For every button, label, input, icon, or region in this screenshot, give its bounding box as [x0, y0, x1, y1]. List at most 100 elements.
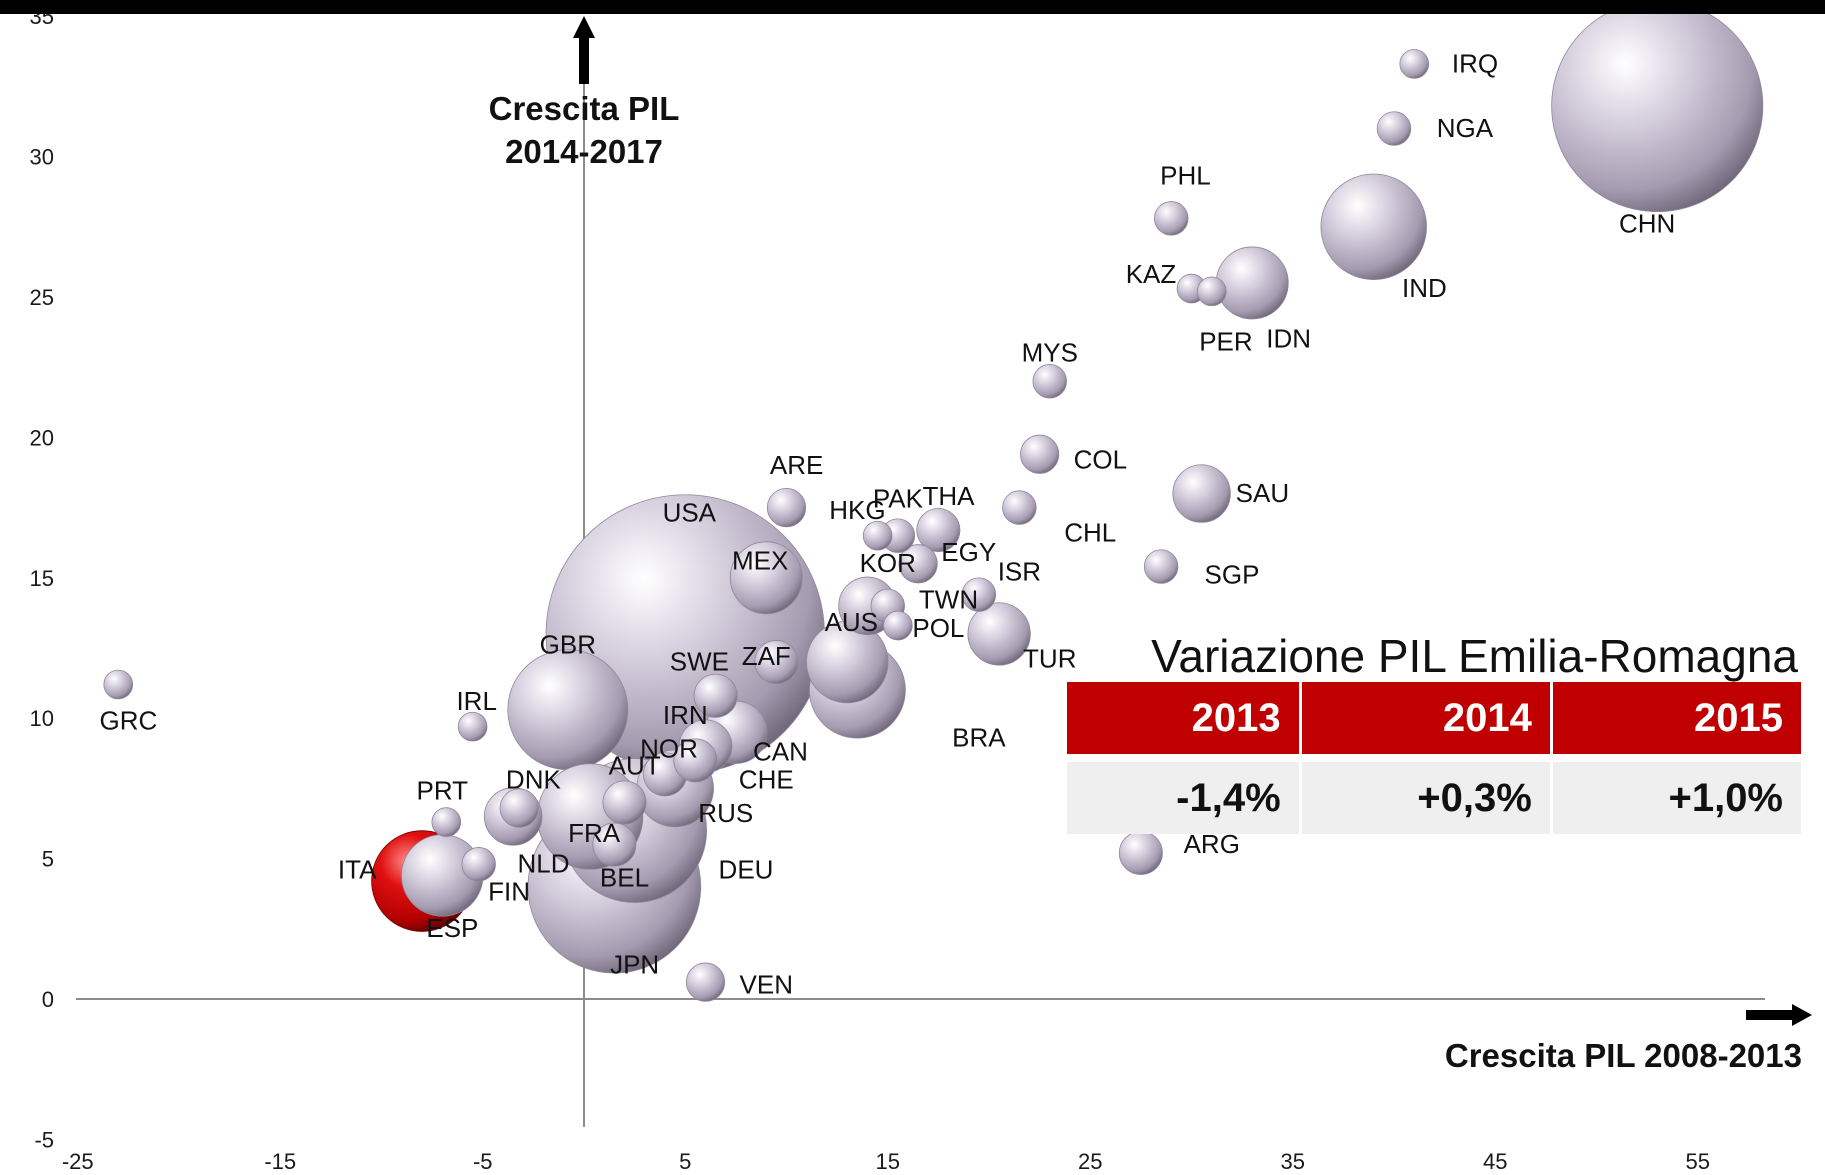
bubble-tha — [916, 508, 961, 553]
bubble-mys — [1032, 364, 1067, 399]
country-label-fra: FRA — [568, 818, 621, 848]
plot-area: -25 -15 -5 5 15 25 35 45 55 -5 0 5 10 15 20 25 30 35 CHN U… — [0, 14, 1825, 1175]
country-label-usa: USA — [663, 498, 717, 528]
y-arrow-shaft — [579, 36, 589, 84]
y-tick-label: 35 — [30, 14, 54, 29]
year-header: 2013 — [1067, 682, 1299, 754]
country-label-egy: EGY — [941, 537, 996, 567]
country-label-per: PER — [1199, 326, 1252, 356]
country-label-che: CHE — [739, 764, 794, 794]
y-tick-label: 25 — [30, 285, 54, 310]
gdp-table: 2013 2014 2015 -1,4% +0,3% +1,0% — [1064, 682, 1804, 834]
country-label-chl: CHL — [1064, 517, 1116, 547]
bubble-irl — [457, 711, 488, 742]
x-tick-label: -5 — [473, 1149, 493, 1174]
bubble-dnk — [499, 788, 539, 828]
country-label-isr: ISR — [998, 557, 1041, 587]
x-tick-label: -15 — [264, 1149, 296, 1174]
x-axis-title: Crescita PIL 2008-2013 — [1445, 1037, 1802, 1074]
bubble-per — [1196, 276, 1227, 307]
country-label-are: ARE — [770, 450, 823, 480]
country-label-idn: IDN — [1266, 324, 1311, 354]
country-label-esp: ESP — [426, 913, 478, 943]
x-tick-label: 15 — [876, 1149, 900, 1174]
bubble-hkg — [862, 520, 893, 551]
country-label-pol: POL — [912, 613, 964, 643]
bubble-isr — [961, 577, 997, 612]
bubble-swe — [693, 673, 738, 718]
y-tick-label: 10 — [30, 706, 54, 731]
country-label-aut: AUT — [609, 750, 661, 780]
x-tick-label: 35 — [1281, 1149, 1305, 1174]
gdp-change-value: -1,4% — [1067, 754, 1299, 834]
country-label-nor: NOR — [640, 734, 698, 764]
x-tick-label: 5 — [679, 1149, 691, 1174]
bubble-che — [673, 738, 718, 783]
country-label-ven: VEN — [740, 969, 793, 999]
y-tick-label: 30 — [30, 145, 54, 170]
x-tick-label: 25 — [1078, 1149, 1102, 1174]
country-label-jpn: JPN — [610, 950, 659, 980]
bubble-pol — [883, 610, 913, 641]
bubble-chl — [1002, 490, 1037, 525]
y-tick-label: 0 — [42, 987, 54, 1012]
y-tick-label: 15 — [30, 566, 54, 591]
bubble-chart: -25 -15 -5 5 15 25 35 45 55 -5 0 5 10 15 20 25 30 35 CHN U… — [30, 14, 1812, 1174]
country-label-hkg: HKG — [829, 495, 885, 525]
country-label-tur: TUR — [1023, 644, 1076, 674]
table-row: -1,4% +0,3% +1,0% — [1067, 754, 1801, 834]
bubble-bel — [592, 822, 637, 867]
y-tick-label: -5 — [34, 1127, 54, 1152]
bubble-sgp — [1143, 549, 1179, 584]
country-label-phl: PHL — [1160, 161, 1211, 191]
bubble-mex — [729, 541, 803, 615]
bubble-nga — [1376, 111, 1412, 146]
x-tick-label: 55 — [1686, 1149, 1710, 1174]
gdp-change-value: +0,3% — [1301, 754, 1550, 834]
bubble-sau — [1172, 464, 1231, 523]
bubble-tur — [967, 602, 1031, 666]
bubble-arg — [1118, 830, 1163, 875]
country-label-swe: SWE — [670, 646, 729, 676]
bubble-grc — [103, 669, 134, 700]
year-header: 2015 — [1552, 682, 1801, 754]
country-label-nga: NGA — [1437, 113, 1494, 143]
country-label-rus: RUS — [698, 798, 753, 828]
x-tick-label: 45 — [1483, 1149, 1507, 1174]
country-label-kor: KOR — [860, 548, 916, 578]
country-label-aus: AUS — [825, 607, 878, 637]
y-axis-title-line1: Crescita PIL — [489, 90, 680, 127]
bubble-ven — [685, 962, 726, 1002]
emilia-romagna-panel: Variazione PIL Emilia-Romagna 2013 2014 … — [1064, 630, 1804, 834]
bubble-chn — [1551, 14, 1764, 213]
country-label-can: CAN — [753, 736, 808, 766]
year-header: 2014 — [1301, 682, 1550, 754]
x-arrow-shaft — [1746, 1010, 1794, 1020]
country-label-dnk: DNK — [506, 764, 562, 794]
country-label-mys: MYS — [1022, 338, 1078, 368]
country-label-ind: IND — [1402, 273, 1447, 303]
country-label-irl: IRL — [456, 686, 496, 716]
bubble-zaf — [754, 640, 799, 685]
country-label-pak: PAK — [873, 484, 924, 514]
y-arrow-head — [573, 16, 595, 38]
gdp-change-value: +1,0% — [1552, 754, 1801, 834]
y-tick-label: 5 — [42, 847, 54, 872]
country-label-bra: BRA — [952, 722, 1006, 752]
bubble-prt — [431, 807, 462, 837]
y-tick-label: 20 — [30, 425, 54, 450]
country-label-nld: NLD — [517, 849, 569, 879]
country-label-gbr: GBR — [540, 630, 596, 660]
bubble-fin — [461, 847, 496, 882]
bubble-are — [766, 487, 807, 528]
country-label-ita: ITA — [338, 854, 377, 884]
bubble-col — [1020, 434, 1060, 474]
country-label-tha: THA — [923, 481, 976, 511]
country-label-sgp: SGP — [1205, 559, 1260, 589]
country-label-twn: TWN — [919, 585, 978, 615]
bubble-idn — [1215, 246, 1289, 320]
bubble-phl — [1154, 201, 1189, 236]
table-header-row: 2013 2014 2015 — [1067, 682, 1801, 754]
country-label-bel: BEL — [600, 863, 649, 893]
country-label-kaz: KAZ — [1126, 259, 1177, 289]
